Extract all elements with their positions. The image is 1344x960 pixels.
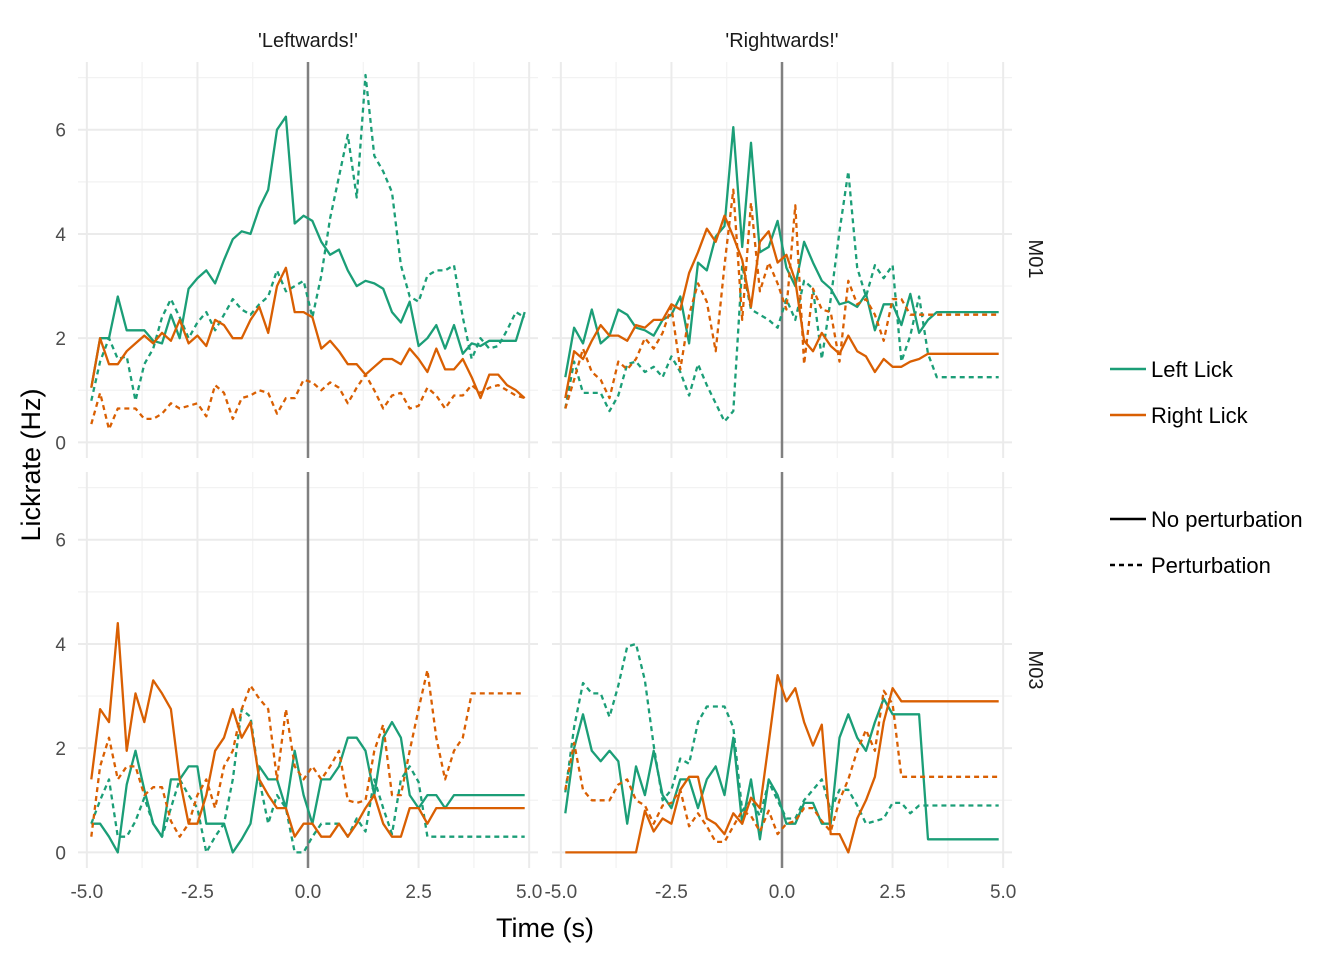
x-tick-label: 5.0 [990,882,1016,903]
series-line-left-lick-solid [91,720,525,854]
y-tick-label: 6 [55,531,66,552]
strip-label-leftwards: 'Leftwards!' [258,30,358,52]
tick-layer: -5.0 -2.5 0.0 2.5 5.0 -5.0 -2.5 0.0 2.5 5.0024602… [55,121,1016,903]
x-tick-label: 5.0 [516,882,542,903]
series-line-right-lick-solid [564,214,999,399]
series-line-right-lick-solid [90,621,525,838]
y-tick-label: 2 [55,739,66,760]
series-line-right-lick-dashed [90,373,526,431]
legend-label-no-perturbation: No perturbation [1151,507,1303,532]
y-tick-label: 0 [55,433,66,454]
x-tick-label: -2.5 [655,882,688,903]
stimulus-onset-lines [306,62,784,868]
legend-label-left-lick: Left Lick [1151,357,1234,382]
legend-label-perturbation: Perturbation [1151,553,1271,578]
x-axis-title: Time (s) [496,913,594,943]
legend-label-right-lick: Right Lick [1151,403,1249,428]
y-axis-title: Lickrate (Hz) [16,388,46,541]
series-line-left-lick-dashed [564,642,999,825]
x-tick-label: -5.0 [544,882,577,903]
series-line-left-lick-solid [564,697,999,841]
series-line-left-lick-dashed [90,707,525,854]
x-tick-label: 0.0 [295,882,321,903]
series-line-left-lick-solid [90,115,526,388]
grid-layer [78,62,1012,868]
x-tick-label: -2.5 [181,882,214,903]
y-tick-label: 6 [55,121,66,142]
strip-label-m01: M01 [1024,240,1046,279]
y-tick-label: 4 [55,635,66,656]
text-layer: 'Leftwards!' 'Rightwards!' M01 M03 Time … [16,30,1303,943]
strip-label-m03: M03 [1024,651,1046,690]
y-tick-label: 0 [55,843,66,864]
y-tick-label: 2 [55,329,66,350]
series-line-right-lick-solid [90,266,526,400]
x-tick-label: 2.5 [879,882,905,903]
x-tick-label: -5.0 [70,882,103,903]
series-layer [90,73,999,854]
series-line-left-lick-dashed [564,170,999,423]
x-tick-label: 2.5 [405,882,431,903]
strip-label-rightwards: 'Rightwards!' [725,30,838,52]
series-line-right-lick-solid [565,674,999,854]
series-line-left-lick-solid [564,125,999,378]
x-tick-label: 0.0 [769,882,795,903]
y-tick-label: 4 [55,225,66,246]
